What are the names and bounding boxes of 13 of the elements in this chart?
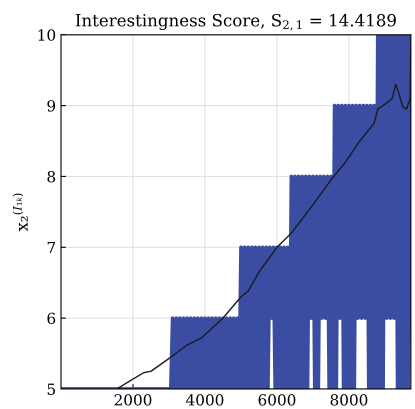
y-tick-label: 5 — [48, 384, 55, 395]
x-tick-label: 4000 — [186, 394, 224, 406]
y-axis-title: x₂$^{(I₁ₖ)}$ — [12, 194, 28, 232]
x-tick-label: 2000 — [114, 394, 152, 406]
y-tick-label: 8 — [47, 170, 56, 182]
y-tick-label: 6 — [47, 312, 56, 324]
y-tick-label: 7 — [48, 242, 56, 254]
x-tick-label: 8000 — [330, 394, 368, 406]
line-series — [61, 34, 411, 389]
y-tick-label: 10 — [38, 29, 56, 41]
y-tick-label: 9 — [47, 100, 56, 112]
x-tick-label: 6000 — [258, 394, 296, 406]
chart-title: Interestingness Score, S$_{2,1}$ = 14.4189 — [76, 14, 396, 30]
